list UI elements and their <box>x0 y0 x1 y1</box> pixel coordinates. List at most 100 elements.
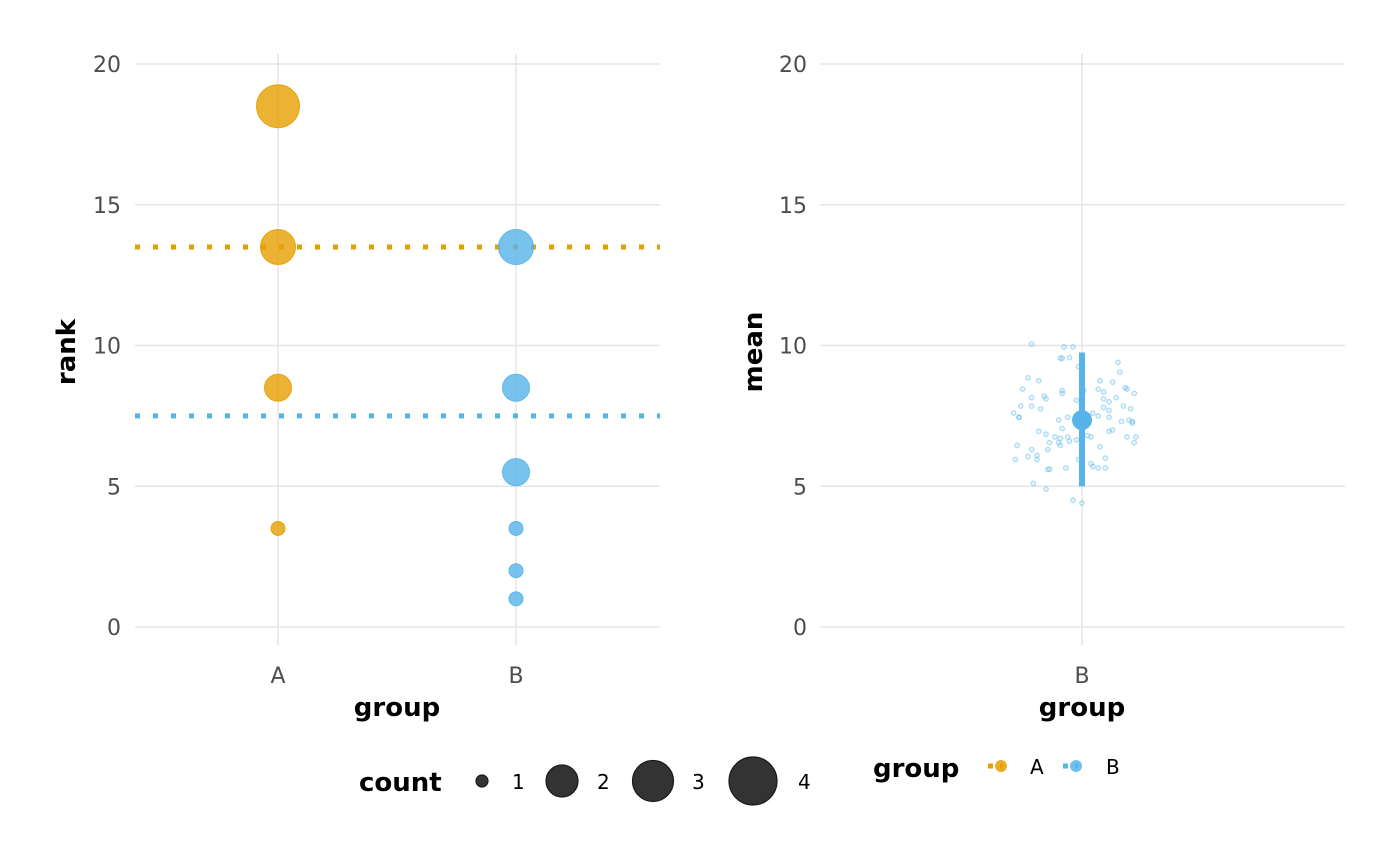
left-points <box>256 84 534 607</box>
jitter-point <box>1079 500 1085 507</box>
left-y-axis-title: rank <box>52 318 82 385</box>
jitter-point <box>1066 438 1073 445</box>
size-legend-label: 1 <box>512 770 525 794</box>
jitter-point <box>1109 427 1116 433</box>
jitter-point <box>1025 453 1031 460</box>
size-legend-key-2 <box>545 764 579 798</box>
color-legend-key-b <box>1070 760 1082 772</box>
jitter-point <box>1016 414 1022 421</box>
right-y-tick-label: 20 <box>779 53 807 78</box>
jitter-point <box>1131 439 1138 446</box>
jitter-point <box>1059 425 1066 432</box>
jitter-point <box>1017 403 1024 409</box>
jitter-point <box>1106 407 1112 414</box>
jitter-point <box>1066 354 1073 361</box>
mean-point <box>1072 410 1092 431</box>
jitter-point <box>1125 417 1132 423</box>
jitter-point <box>1095 386 1102 393</box>
jitter-point <box>1124 434 1130 440</box>
jitter-point <box>1046 439 1053 446</box>
jitter-point <box>1034 456 1040 463</box>
right-y-tick-labels: 0 5 10 15 20 <box>779 53 807 641</box>
jitter-point <box>1089 463 1096 470</box>
jitter-point <box>1059 390 1066 397</box>
jitter-point <box>1016 414 1022 421</box>
jitter-point <box>1120 403 1127 409</box>
jitter-point <box>1057 435 1064 442</box>
jitter-point <box>1129 418 1136 425</box>
size-legend-title: count <box>359 768 442 798</box>
jitter-point <box>1106 414 1112 421</box>
color-legend-label: B <box>1106 755 1120 779</box>
size-legend: count 1 2 3 4 <box>359 756 811 806</box>
left-y-tick-label: 0 <box>107 616 121 641</box>
jitter-point <box>1127 405 1134 412</box>
jitter-point <box>1073 397 1080 404</box>
jitter-point <box>1037 405 1044 412</box>
jitter-point <box>1073 436 1080 443</box>
jitter-point <box>1089 410 1096 416</box>
size-legend-label: 3 <box>692 770 705 794</box>
right-y-axis-title: mean <box>739 312 769 393</box>
jitter-point <box>1057 442 1064 449</box>
jitter-point <box>1106 428 1112 435</box>
right-y-tick-label: 5 <box>793 475 807 500</box>
jitter-point <box>1012 456 1019 463</box>
data-point-b <box>508 520 524 536</box>
right-x-axis-title: group <box>1039 693 1125 723</box>
jitter-point <box>1010 410 1017 416</box>
jitter-point <box>1055 417 1062 423</box>
jitter-point <box>1122 384 1129 391</box>
right-summary <box>1072 352 1092 487</box>
left-x-axis-title: group <box>354 693 440 723</box>
color-legend-key-a <box>995 760 1007 772</box>
left-reference-lines <box>135 244 660 419</box>
jitter-point <box>1113 394 1120 401</box>
color-legend: group A B <box>873 754 1120 784</box>
right-x-tick-labels: B <box>1074 664 1089 689</box>
jitter-point <box>1133 434 1139 440</box>
jitter-point <box>1131 390 1138 397</box>
data-point-a <box>260 228 296 265</box>
jitter-point <box>1046 466 1053 473</box>
data-point-b <box>498 228 534 265</box>
jitter-point <box>1070 497 1076 504</box>
jitter-point <box>1062 465 1069 471</box>
jitter-point <box>1129 420 1136 426</box>
jitter-point <box>1025 374 1031 381</box>
size-legend-key-1 <box>475 774 489 788</box>
size-legend-key-4 <box>728 756 778 806</box>
right-gridlines <box>820 54 1345 645</box>
jitter-point <box>1100 389 1107 395</box>
jitter-point <box>1035 377 1042 384</box>
jitter-point <box>1028 446 1035 453</box>
right-y-tick-label: 0 <box>793 616 807 641</box>
jitter-point <box>1059 355 1066 362</box>
data-point-b <box>508 563 524 579</box>
left-y-tick-label: 15 <box>93 194 121 219</box>
jitter-point <box>1102 455 1109 462</box>
data-point-b <box>508 591 524 607</box>
jitter-point <box>1106 398 1112 405</box>
jitter-point <box>1041 393 1048 400</box>
data-point-b <box>502 373 530 402</box>
jitter-point <box>1102 465 1109 471</box>
jitter-point <box>1014 442 1021 449</box>
data-point-a <box>256 84 300 129</box>
size-legend-key-3 <box>631 759 675 803</box>
jitter-point <box>1044 466 1051 473</box>
jitter-point <box>1064 414 1071 421</box>
jitter-point <box>1044 446 1051 453</box>
jitter-point <box>1043 396 1049 402</box>
left-y-tick-label: 20 <box>93 53 121 78</box>
data-point-a <box>264 373 292 402</box>
data-point-b <box>502 458 530 487</box>
jitter-point <box>1097 443 1103 450</box>
left-x-tick-label: A <box>270 664 285 689</box>
left-y-tick-label: 10 <box>93 335 121 360</box>
jitter-point <box>1028 403 1035 409</box>
left-x-tick-label: B <box>508 664 523 689</box>
jitter-point <box>1118 418 1125 425</box>
